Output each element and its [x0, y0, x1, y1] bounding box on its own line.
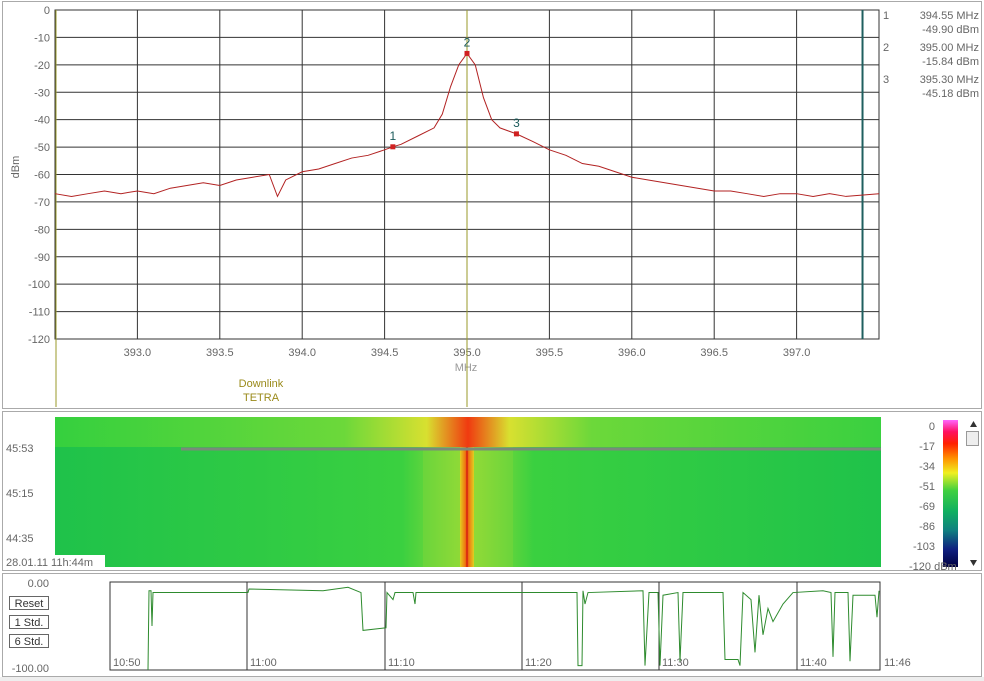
- marker-row-1[interactable]: 1 394.55 MHz -49.90 dBm: [883, 10, 981, 42]
- history-grid: [109, 581, 881, 671]
- color-scale-label: -69: [919, 501, 935, 513]
- history-y-top: 0.00: [28, 578, 49, 590]
- color-scale-label: -86: [919, 521, 935, 533]
- spectrum-markers: 1 2 3: [389, 35, 520, 150]
- band-label-downlink: Downlink: [239, 378, 284, 390]
- history-x-tick: 11:46: [884, 657, 911, 669]
- color-scale-label: -51: [919, 481, 935, 493]
- y-tick-label: -110: [29, 307, 50, 319]
- color-scale-bar: [943, 420, 958, 567]
- waterfall-time-label: 44:35: [6, 533, 34, 545]
- x-tick-label: 396.5: [700, 347, 728, 359]
- marker-point[interactable]: [464, 50, 470, 56]
- history-chart[interactable]: 0.00 -100.00 10:50 11:00 11:10 11:20 11:30 11…: [3, 574, 981, 676]
- history-x-tick: 11:10: [388, 657, 415, 669]
- marker-frequency: 394.55 MHz: [919, 10, 979, 22]
- history-x-tick: 10:50: [113, 657, 141, 669]
- x-tick-label: 393.5: [206, 347, 234, 359]
- marker-index: 1: [883, 10, 890, 22]
- y-tick-label: -10: [34, 32, 50, 44]
- scroll-up-icon[interactable]: [969, 420, 978, 428]
- marker-level: -15.84 dBm: [922, 56, 979, 68]
- marker-index: 3: [883, 74, 890, 86]
- color-scale-label: 0: [929, 421, 935, 433]
- history-trace: [147, 586, 880, 671]
- spectrum-panel: 0 -10 -20 -30 -40 -50 -60 -70 -80 -90 -100 -110 -120…: [2, 1, 982, 409]
- x-tick-label: 393.0: [124, 347, 152, 359]
- marker-point[interactable]: [390, 144, 396, 150]
- x-tick-label: 397.0: [783, 347, 811, 359]
- spectrum-y-ticks: 0 -10 -20 -30 -40 -50 -60 -70 -80 -90 -100 -110 -120: [28, 5, 50, 346]
- history-x-ticks: 10:50 11:00 11:10 11:20 11:30 11:40 11:46: [113, 657, 911, 669]
- y-tick-label: -90: [34, 252, 50, 264]
- marker-label: 3: [513, 116, 520, 130]
- y-tick-label: -40: [34, 115, 50, 127]
- waterfall-recent-band: [55, 417, 881, 447]
- marker-row-2[interactable]: 2 395.00 MHz -15.84 dBm: [883, 42, 981, 74]
- y-tick-label: -50: [34, 142, 50, 154]
- std-6-button[interactable]: 6 Std.: [9, 634, 49, 648]
- color-scale-label: -34: [919, 461, 935, 473]
- x-unit-label: MHz: [455, 362, 478, 374]
- waterfall-view[interactable]: 45:53 45:15 44:35 28.01.11 11h:44m 0 -17 -…: [3, 412, 981, 570]
- marker-label: 1: [389, 129, 396, 143]
- history-x-tick: 11:30: [662, 657, 689, 669]
- history-x-tick: 11:40: [800, 657, 827, 669]
- color-scale-labels: 0 -17 -34 -51 -69 -86 -103 -120 dBm: [909, 421, 957, 570]
- waterfall-time-label: 45:53: [6, 443, 34, 455]
- waterfall-time-label: 45:15: [6, 488, 34, 500]
- marker-level: -49.90 dBm: [922, 24, 979, 36]
- history-x-tick: 11:00: [250, 657, 277, 669]
- marker-list: 1 394.55 MHz -49.90 dBm 2 395.00 MHz -15…: [883, 10, 981, 106]
- x-tick-label: 394.0: [288, 347, 316, 359]
- x-tick-label: 394.5: [371, 347, 399, 359]
- color-scale-label: -103: [913, 541, 935, 553]
- marker-label: 2: [464, 35, 471, 49]
- marker-index: 2: [883, 42, 890, 54]
- history-y-bottom: -100.00: [12, 663, 49, 675]
- color-scale-label: -120 dBm: [909, 561, 957, 570]
- history-panel: 0.00 -100.00 10:50 11:00 11:10 11:20 11:30 11…: [2, 573, 982, 677]
- waterfall-timestamp: 28.01.11 11h:44m: [6, 557, 93, 569]
- y-axis-label: dBm: [10, 156, 22, 179]
- y-tick-label: -70: [34, 197, 50, 209]
- waterfall-footer-bg: [4, 555, 105, 568]
- band-label-tetra: TETRA: [243, 392, 280, 404]
- y-tick-label: 0: [44, 5, 50, 17]
- reset-button[interactable]: Reset: [9, 596, 49, 610]
- y-tick-label: -30: [34, 87, 50, 99]
- marker-point[interactable]: [513, 131, 519, 137]
- spectrum-chart[interactable]: 0 -10 -20 -30 -40 -50 -60 -70 -80 -90 -100 -110 -120…: [3, 2, 981, 408]
- y-tick-label: -100: [28, 279, 50, 291]
- x-tick-label: 396.0: [618, 347, 646, 359]
- y-tick-label: -120: [28, 334, 50, 346]
- waterfall-signal-core: [460, 447, 474, 567]
- status-strip: [0, 677, 984, 681]
- scale-scroll-thumb[interactable]: [966, 431, 979, 446]
- waterfall-panel: 45:53 45:15 44:35 28.01.11 11h:44m 0 -17 -…: [2, 411, 982, 571]
- marker-frequency: 395.30 MHz: [919, 74, 979, 86]
- marker-frequency: 395.00 MHz: [919, 42, 979, 54]
- spectrum-trace: [54, 52, 880, 198]
- std-1-button[interactable]: 1 Std.: [9, 615, 49, 629]
- scroll-down-icon[interactable]: [969, 559, 978, 567]
- x-tick-label: 395.5: [536, 347, 564, 359]
- y-tick-label: -60: [34, 170, 50, 182]
- marker-row-3[interactable]: 3 395.30 MHz -45.18 dBm: [883, 74, 981, 106]
- color-scale-label: -17: [919, 441, 935, 453]
- marker-level: -45.18 dBm: [922, 88, 979, 100]
- y-tick-label: -20: [34, 60, 50, 72]
- y-tick-label: -80: [34, 224, 50, 236]
- history-x-tick: 11:20: [525, 657, 552, 669]
